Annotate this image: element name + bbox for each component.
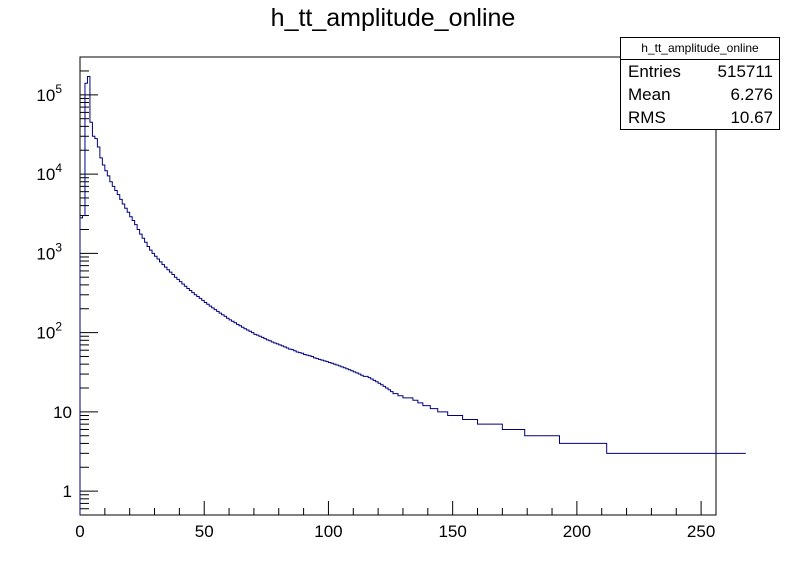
stats-rms-label: RMS (628, 108, 666, 127)
stats-mean-label: Mean (628, 85, 671, 104)
y-tick-label: 102 (36, 320, 62, 343)
y-tick-label: 104 (36, 161, 62, 184)
x-tick-label: 50 (195, 522, 214, 541)
x-tick-label: 200 (563, 522, 591, 541)
y-tick-label: 1 (63, 482, 72, 501)
y-axis: 1 10 102 103 104 105 (36, 56, 98, 516)
y-tick-label: 105 (36, 82, 62, 105)
y-tick-label: 103 (36, 240, 62, 263)
stats-box-title: h_tt_amplitude_online (621, 38, 779, 60)
stats-entries-value: 515711 (717, 62, 773, 81)
stats-mean-row: Mean 6.276 (621, 83, 779, 106)
stats-entries-label: Entries (628, 62, 681, 81)
x-axis: 0 50 100 150 200 250 (75, 501, 715, 541)
stats-rms-row: RMS 10.67 (621, 106, 779, 129)
stats-box: h_tt_amplitude_online Entries 515711 Mea… (620, 37, 780, 130)
x-tick-label: 150 (438, 522, 466, 541)
x-tick-label: 250 (687, 522, 715, 541)
histogram-line (79, 76, 746, 515)
chart-title: h_tt_amplitude_online (270, 4, 516, 32)
x-tick-label: 0 (75, 522, 84, 541)
x-tick-label: 100 (314, 522, 342, 541)
y-tick-label: 10 (53, 403, 72, 422)
stats-rms-value: 10.67 (730, 108, 773, 127)
stats-mean-value: 6.276 (730, 85, 773, 104)
stats-entries-row: Entries 515711 (621, 60, 779, 83)
